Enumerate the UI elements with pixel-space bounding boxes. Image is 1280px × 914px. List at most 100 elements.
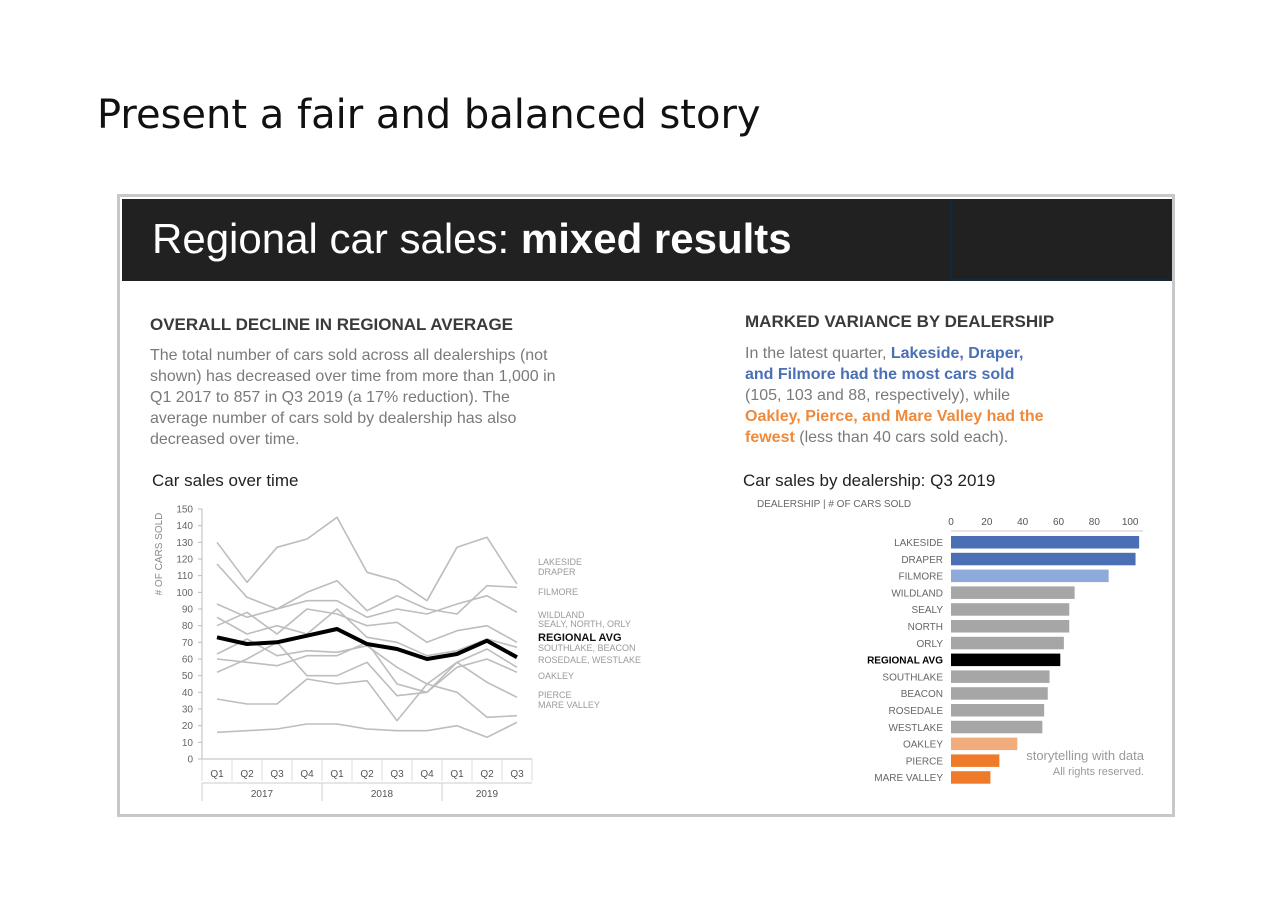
y-tick-label: 80 (182, 621, 194, 632)
x-tick-label: Q2 (480, 769, 494, 780)
line-chart-title: Car sales over time (152, 471, 299, 490)
right-paragraph: In the latest quarter, Lakeside, Draper,… (745, 343, 1044, 448)
credit-rights: All rights reserved. (1052, 766, 1144, 778)
banner: Regional car sales: mixed results (122, 199, 1172, 281)
series-line (216, 608, 518, 657)
bar-chart-subtitle: DEALERSHIP | # OF CARS SOLD (757, 499, 911, 510)
series-end-label: MARE VALLEY (538, 700, 600, 710)
y-tick-label: 120 (176, 555, 193, 566)
series-end-label: SOUTHLAKE, BEACON (538, 643, 636, 653)
x-tick-label: Q1 (210, 769, 224, 780)
left-paragraph-line: The total number of cars sold across all… (150, 347, 548, 364)
bar (951, 704, 1045, 717)
bar (951, 771, 991, 784)
right-text-top: Lakeside, Draper, (890, 345, 1024, 362)
category-label: LAKESIDE (894, 538, 943, 549)
x-tick-label: Q2 (240, 769, 254, 780)
x-tick-label: 40 (1017, 517, 1029, 528)
category-label: PIERCE (906, 756, 944, 767)
y-tick-label: 50 (182, 671, 194, 682)
right-text-top: and Filmore had the most cars sold (745, 366, 1015, 383)
bar (951, 670, 1050, 683)
banner-title-regular: Regional car sales: (152, 215, 521, 262)
x-tick-label: Q1 (450, 769, 464, 780)
right-text: (less than 40 cars sold each). (794, 429, 1009, 446)
x-tick-label: 0 (948, 517, 954, 528)
y-tick-label: 130 (176, 538, 193, 549)
series-line (216, 608, 518, 644)
series-line (216, 641, 518, 699)
credit-brand: storytelling with data (1026, 748, 1144, 763)
bar (951, 536, 1140, 549)
right-text-bottom: fewest (745, 429, 795, 446)
y-tick-label: 10 (182, 738, 194, 749)
y-tick-label: 20 (182, 721, 194, 732)
bar (951, 737, 1018, 751)
category-label: ORLY (917, 639, 944, 650)
line-chart: 0 10 20 30 40 50 60 70 80 90 100 110 120 130 140 150 # O… (154, 505, 641, 801)
bar (951, 603, 1070, 616)
bar (951, 620, 1070, 633)
left-heading: OVERALL DECLINE IN REGIONAL AVERAGE (150, 315, 514, 334)
x-tick-label: Q4 (300, 769, 314, 780)
left-paragraph-line: Q1 2017 to 857 in Q3 2019 (a 17% reducti… (150, 389, 510, 406)
y-tick-label: 0 (187, 755, 193, 766)
x-tick-label: Q3 (510, 769, 524, 780)
bar (951, 552, 1136, 566)
y-tick-label: 150 (176, 505, 193, 516)
right-text: (105, 103 and 88, respectively), while (745, 387, 1011, 404)
y-tick-label: 40 (182, 688, 194, 699)
banner-title: Regional car sales: mixed results (152, 215, 792, 263)
series-end-label: LAKESIDE (538, 557, 582, 567)
category-label: WILDLAND (891, 588, 943, 599)
x-tick-label: Q3 (270, 769, 284, 780)
series-end-label: ROSEDALE, WESTLAKE (538, 655, 641, 665)
x-tick-label: 100 (1122, 517, 1139, 528)
slide-title: Present a fair and balanced story (97, 92, 761, 138)
category-label: REGIONAL AVG (867, 656, 943, 667)
x-tick-label: Q3 (390, 769, 404, 780)
bar (951, 720, 1043, 734)
series-line (216, 678, 518, 722)
right-text-bottom: Oakley, Pierce, and Mare Valley had the (745, 408, 1044, 425)
credit: storytelling with data All rights reserv… (1026, 747, 1144, 781)
y-tick-label: 90 (182, 605, 194, 616)
bar (951, 586, 1075, 599)
y-tick-label: 70 (182, 638, 194, 649)
category-label: DRAPER (901, 555, 943, 566)
bar (951, 687, 1048, 700)
right-text: In the latest quarter, (745, 345, 891, 362)
y-tick-label: 100 (176, 588, 193, 599)
left-paragraph: The total number of cars sold across all… (150, 345, 556, 450)
category-label: MARE VALLEY (874, 773, 943, 784)
x-tick-label: 80 (1089, 517, 1101, 528)
infographic-frame: Regional car sales: mixed results OVERAL… (117, 194, 1175, 817)
y-tick-label: 110 (177, 571, 193, 582)
x-tick-label: 60 (1053, 517, 1065, 528)
category-label: ROSEDALE (889, 706, 944, 717)
y-tick-label: 140 (176, 521, 193, 532)
x-tick-label: Q4 (420, 769, 434, 780)
series-line (216, 516, 518, 602)
category-label: WESTLAKE (889, 723, 944, 734)
year-label: 2017 (251, 789, 274, 800)
y-tick-label: 30 (182, 705, 194, 716)
left-paragraph-line: average number of cars sold by dealershi… (150, 410, 517, 427)
left-paragraph-line: shown) has decreased over time from more… (150, 368, 556, 385)
category-label: SEALY (912, 605, 944, 616)
bar (951, 754, 1000, 767)
series-end-label: SEALY, NORTH, ORLY (538, 619, 631, 629)
banner-accent (950, 199, 1172, 281)
series-end-label: DRAPER (538, 567, 576, 577)
series-end-label: REGIONAL AVG (538, 632, 622, 644)
series-line (216, 594, 518, 619)
series-end-label: WILDLAND (538, 610, 585, 620)
series-end-label: PIERCE (538, 690, 572, 700)
series-end-label: OAKLEY (538, 671, 574, 681)
year-label: 2018 (371, 789, 394, 800)
bar (951, 653, 1061, 667)
series-line (216, 721, 518, 739)
banner-title-bold: mixed results (520, 215, 792, 262)
left-paragraph-line: decreased over time. (150, 431, 300, 448)
category-label: NORTH (908, 622, 943, 633)
